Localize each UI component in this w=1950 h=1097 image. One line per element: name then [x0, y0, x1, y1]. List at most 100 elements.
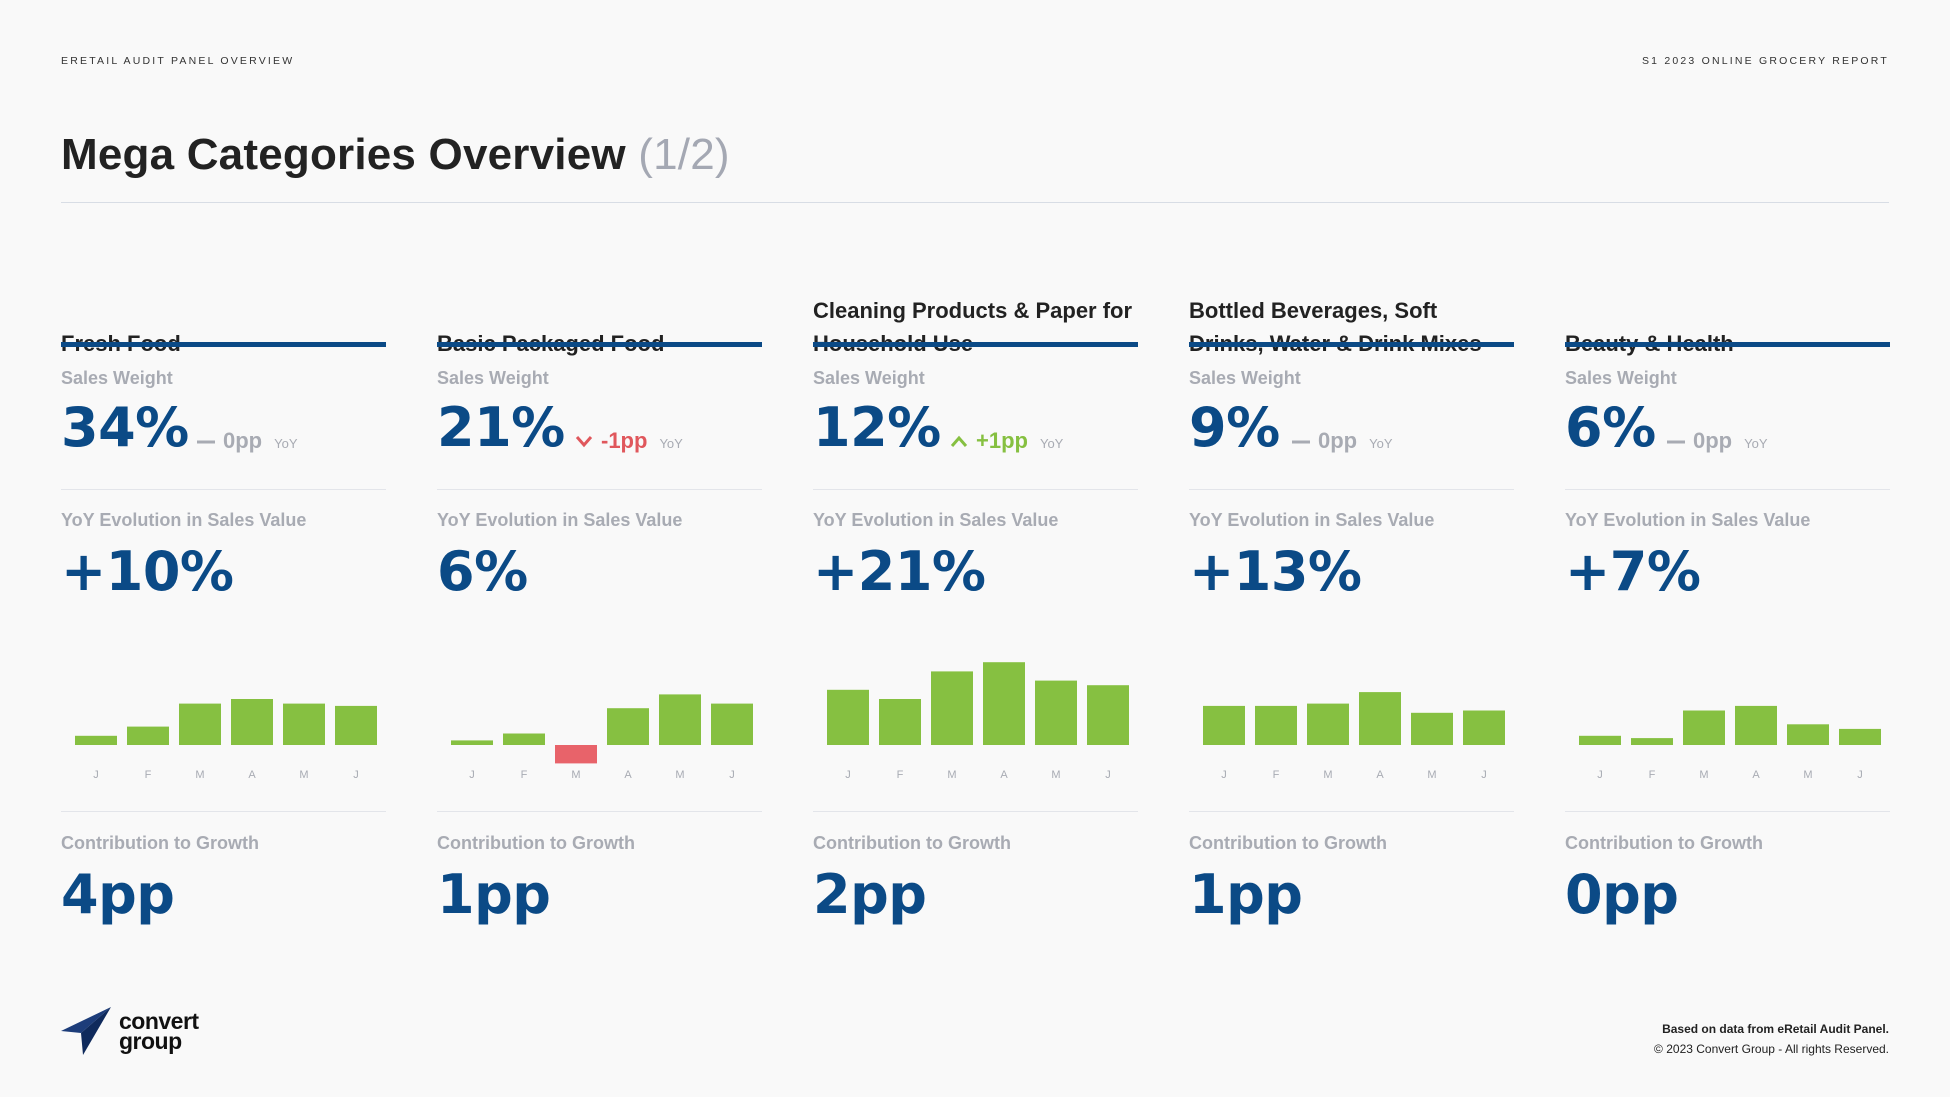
chart-tick-label: J [93, 769, 99, 781]
section-divider [437, 811, 762, 812]
contribution-label: Contribution to Growth [61, 833, 259, 853]
chart-bar [335, 705, 377, 745]
delta-value: +1pp [976, 428, 1028, 453]
chart-bar [879, 699, 921, 745]
chart-tick-label: M [195, 769, 204, 781]
yoy-evolution-label: YoY Evolution in Sales Value [61, 510, 307, 530]
chart-tick-label: A [1000, 769, 1008, 781]
category-rule [1565, 342, 1890, 347]
chart-bar [1203, 705, 1245, 745]
chart-bar [607, 708, 649, 745]
chart-bar [1839, 728, 1881, 745]
chart-tick-label: M [1427, 769, 1436, 781]
chart-tick-label: M [947, 769, 956, 781]
chart-tick-label: M [1051, 769, 1060, 781]
sales-weight-delta: 0pp YoY [1290, 428, 1393, 454]
sales-weight-label: Sales Weight [1565, 368, 1677, 388]
chart-tick-label: M [571, 769, 580, 781]
chart-tick-label: J [845, 769, 851, 781]
chart-tick-label: F [897, 769, 904, 781]
chart-bar [711, 703, 753, 745]
contribution-value: 1pp [437, 863, 551, 926]
sales-weight-value: 9% [1189, 396, 1280, 459]
chart-bar [1631, 738, 1673, 745]
category-column: Cleaning Products & Paper for Household … [813, 260, 1138, 940]
sales-weight-delta: +1pp YoY [948, 428, 1063, 454]
sales-weight-label: Sales Weight [1189, 368, 1301, 388]
sales-weight-value: 12% [813, 396, 941, 459]
delta-yoy-label: YoY [659, 436, 683, 451]
section-divider [61, 489, 386, 490]
chart-tick-label: F [145, 769, 152, 781]
chart-tick-label: J [1857, 769, 1863, 781]
chart-tick-label: J [1105, 769, 1111, 781]
chart-bar [983, 662, 1025, 745]
chart-tick-label: A [1376, 769, 1384, 781]
contribution-label: Contribution to Growth [437, 833, 635, 853]
chart-bar [283, 703, 325, 745]
chart-tick-label: M [675, 769, 684, 781]
chart-bar [75, 735, 117, 745]
paper-plane-icon [61, 1007, 111, 1055]
footer-source: Based on data from eRetail Audit Panel. [1662, 1022, 1889, 1036]
logo-line-1: convert [119, 1008, 199, 1034]
yoy-evolution-value: +10% [61, 540, 234, 603]
contribution-value: 2pp [813, 863, 927, 926]
category-rule [813, 342, 1138, 347]
chart-bar [659, 694, 701, 745]
contribution-label: Contribution to Growth [813, 833, 1011, 853]
chart-tick-label: J [729, 769, 735, 781]
page-title-part: (1/2) [638, 130, 730, 179]
sales-weight-delta: 0pp YoY [195, 428, 298, 454]
contribution-value: 1pp [1189, 863, 1303, 926]
section-divider [1189, 489, 1514, 490]
chart-bar [827, 689, 869, 745]
chevron-down-icon [575, 436, 593, 448]
title-divider [61, 202, 1889, 203]
dash-icon [197, 440, 215, 444]
section-divider [1189, 811, 1514, 812]
category-column: Bottled Beverages, Soft Drinks, Water & … [1189, 260, 1514, 940]
chart-bar [1359, 692, 1401, 745]
logo-line-2: group [119, 1028, 182, 1054]
dash-icon [1667, 440, 1685, 444]
chevron-up-icon [950, 435, 968, 447]
chart-bar [1255, 705, 1297, 745]
sales-weight-label: Sales Weight [813, 368, 925, 388]
chart-bar [451, 740, 493, 745]
contribution-label: Contribution to Growth [1565, 833, 1763, 853]
category-column: Beauty & Health Sales Weight 6% 0pp YoY … [1565, 260, 1890, 940]
report-title-label: S1 2023 ONLINE GROCERY REPORT [1641, 55, 1889, 67]
chart-tick-label: M [1699, 769, 1708, 781]
category-column: Fresh Food Sales Weight 34% 0pp YoY YoY … [61, 260, 386, 940]
chart-bar [231, 699, 273, 745]
chart-tick-label: M [1803, 769, 1812, 781]
chart-tick-label: J [1481, 769, 1487, 781]
chart-tick-label: J [353, 769, 359, 781]
chart-tick-label: A [624, 769, 632, 781]
chart-bar [1087, 685, 1129, 745]
section-divider [1565, 489, 1890, 490]
contribution-value: 4pp [61, 863, 175, 926]
page-title: Mega Categories Overview (1/2) [61, 130, 730, 180]
chart-bar [1579, 735, 1621, 745]
chart-tick-label: A [248, 769, 256, 781]
sales-weight-value: 34% [61, 396, 189, 459]
yoy-evolution-label: YoY Evolution in Sales Value [1565, 510, 1811, 530]
chart-bar [1787, 724, 1829, 745]
section-divider [813, 489, 1138, 490]
section-divider [1565, 811, 1890, 812]
sales-weight-value: 6% [1565, 396, 1656, 459]
contribution-value: 0pp [1565, 863, 1679, 926]
section-divider [61, 811, 386, 812]
chart-tick-label: F [521, 769, 528, 781]
dash-icon [1292, 440, 1310, 444]
delta-yoy-label: YoY [1369, 436, 1393, 451]
chart-bar [931, 671, 973, 745]
chart-tick-label: A [1752, 769, 1760, 781]
chart-tick-label: F [1273, 769, 1280, 781]
